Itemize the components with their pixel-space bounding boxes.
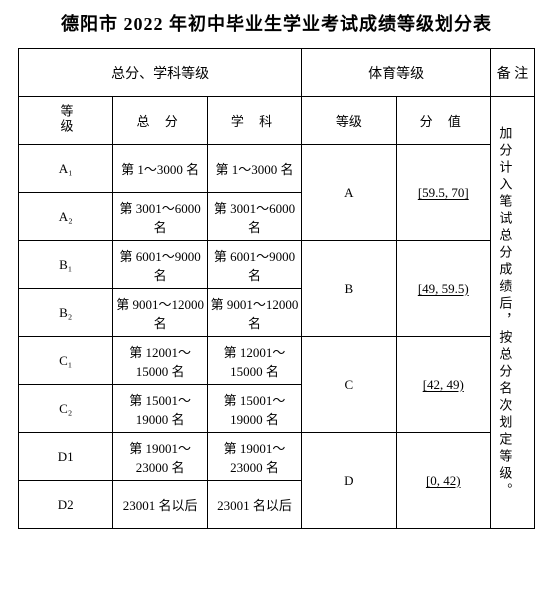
header-subject: 学 科: [207, 97, 301, 145]
grade-label: D1: [19, 433, 113, 481]
grade-label: C₁: [19, 337, 113, 385]
grade-label: B₂: [19, 289, 113, 337]
table-row: A₁ 第 1～3000 名 第 1～3000 名 A [59.5, 70]: [19, 145, 535, 193]
pe-grade: C: [302, 337, 396, 433]
subject-range: 第 1～3000 名: [207, 145, 301, 193]
table-row: D1 第 19001～23000 名 第 19001～23000 名 D [0,…: [19, 433, 535, 481]
header-total: 总 分: [113, 97, 207, 145]
remark-cell: 加分计入笔试总分成绩后，按总分名次划定等级。: [491, 97, 535, 529]
grade-label: B₁: [19, 241, 113, 289]
header-academic: 总分、学科等级: [19, 49, 302, 97]
total-range: 第 15001～19000 名: [113, 385, 207, 433]
pe-grade: B: [302, 241, 396, 337]
grade-label: D2: [19, 481, 113, 529]
header-pe-score: 分 值: [396, 97, 490, 145]
pe-score: [49, 59.5): [396, 241, 490, 337]
total-range: 第 1～3000 名: [113, 145, 207, 193]
pe-grade: A: [302, 145, 396, 241]
header-remark: 备 注: [491, 49, 535, 97]
total-range: 第 19001～23000 名: [113, 433, 207, 481]
grade-table: 总分、学科等级 体育等级 备 注 等级 总 分 学 科 等级 分 值 加分计入笔…: [18, 48, 535, 529]
subject-range: 第 6001～9000 名: [207, 241, 301, 289]
total-range: 第 6001～9000 名: [113, 241, 207, 289]
subject-range: 第 12001～15000 名: [207, 337, 301, 385]
total-range: 第 9001～12000 名: [113, 289, 207, 337]
subject-range: 第 9001～12000 名: [207, 289, 301, 337]
grade-label: A₂: [19, 193, 113, 241]
subject-range: 第 3001～6000 名: [207, 193, 301, 241]
grade-label: A₁: [19, 145, 113, 193]
grade-label: C₂: [19, 385, 113, 433]
total-range: 23001 名以后: [113, 481, 207, 529]
subject-range: 23001 名以后: [207, 481, 301, 529]
pe-score: [59.5, 70]: [396, 145, 490, 241]
pe-grade: D: [302, 433, 396, 529]
total-range: 第 12001～15000 名: [113, 337, 207, 385]
header-grade: 等级: [19, 97, 113, 145]
page-title: 德阳市 2022 年初中毕业生学业考试成绩等级划分表: [18, 10, 535, 36]
subject-range: 第 15001～19000 名: [207, 385, 301, 433]
header-pe-grade: 等级: [302, 97, 396, 145]
table-row: C₁ 第 12001～15000 名 第 12001～15000 名 C [42…: [19, 337, 535, 385]
total-range: 第 3001～6000 名: [113, 193, 207, 241]
pe-score: [42, 49): [396, 337, 490, 433]
pe-score: [0, 42): [396, 433, 490, 529]
table-row: B₁ 第 6001～9000 名 第 6001～9000 名 B [49, 59…: [19, 241, 535, 289]
subject-range: 第 19001～23000 名: [207, 433, 301, 481]
header-pe: 体育等级: [302, 49, 491, 97]
